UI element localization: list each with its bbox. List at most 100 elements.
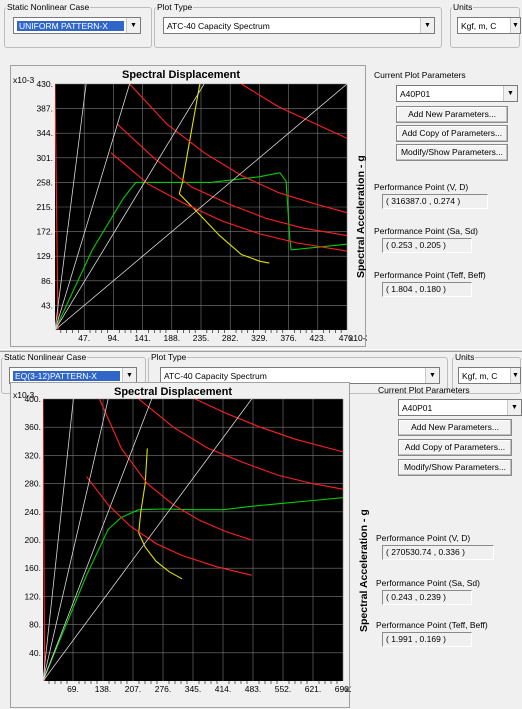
plot-type-group: Plot Type (154, 2, 442, 48)
y-tick-label: 430. (36, 79, 53, 89)
add-new-parameters-button[interactable]: Add New Parameters... (396, 106, 508, 123)
y-tick-label: 86. (41, 276, 53, 286)
units-select[interactable]: Kgf, m, C ▼ (457, 17, 521, 34)
add-copy-parameters-button[interactable]: Add Copy of Parameters... (396, 125, 508, 142)
static-nonlinear-case-value: EQ(3-12)PATTERN-X (13, 370, 120, 381)
plot-type-select[interactable]: ATC-40 Capacity Spectrum ▼ (163, 17, 435, 34)
y-tick-label: 344. (36, 128, 53, 138)
y-tick-label: 258. (36, 177, 53, 187)
x-tick-label: 69. (67, 684, 79, 694)
chevron-down-icon[interactable]: ▼ (122, 368, 136, 383)
plot-type-legend: Plot Type (151, 352, 187, 362)
units-value: Kgf, m, C (461, 20, 497, 31)
static-nonlinear-case-legend: Static Nonlinear Case (4, 352, 87, 362)
x-tick-label: 423. (310, 333, 327, 343)
series-line-2 (55, 84, 59, 330)
series-line-9 (43, 399, 153, 681)
x-tick-label: 376. (280, 333, 297, 343)
x-scale-label: x10-3 (349, 333, 367, 343)
y-tick-label: 215. (36, 202, 53, 212)
series-line-4 (116, 123, 347, 237)
static-nonlinear-case-group: Static Nonlinear Case (4, 2, 152, 48)
x-tick-label: 470. (339, 333, 356, 343)
chart-area: Spectral Displacement 69. 138. 207. 276. 345.… (10, 382, 351, 708)
add-copy-parameters-button[interactable]: Add Copy of Parameters... (398, 439, 512, 456)
x-tick-label: 138. (95, 684, 112, 694)
y-tick-label: 80. (29, 620, 41, 630)
y-scale-label: x10-3 (13, 75, 35, 85)
capacity-spectrum-panel-2: Static Nonlinear Case EQ(3-12)PATTERN-X … (0, 352, 522, 709)
y-tick-label: 200. (24, 535, 41, 545)
x-tick-label: 188. (164, 333, 181, 343)
series-line-6 (241, 84, 347, 139)
static-nonlinear-case-select[interactable]: UNIFORM PATTERN-X ▼ (13, 17, 141, 34)
performance-point-vd-label: Performance Point (V, D) (376, 533, 471, 543)
series-line-7 (43, 399, 74, 681)
performance-point-sasd-label: Performance Point (Sa, Sd) (376, 578, 480, 588)
series-line-0 (55, 172, 347, 330)
x-tick-label: 552. (275, 684, 292, 694)
y-tick-label: 280. (24, 479, 41, 489)
y-tick-label: 43. (41, 300, 53, 310)
series-line-0 (43, 497, 343, 681)
y-scale-label: x10-3 (13, 390, 35, 400)
units-select[interactable]: Kgf, m, C ▼ (458, 367, 521, 384)
chevron-down-icon[interactable]: ▼ (126, 18, 140, 33)
performance-point-vd-value: ( 316387.0 , 0.274 ) (382, 194, 488, 209)
y-axis-title: Spectral Acceleration - g (355, 155, 367, 278)
add-new-parameters-button[interactable]: Add New Parameters... (398, 419, 512, 436)
series-line-4 (138, 399, 343, 490)
performance-point-sasd-value: ( 0.253 , 0.205 ) (382, 238, 472, 253)
series-line-1 (178, 84, 270, 264)
chevron-down-icon[interactable]: ▼ (510, 368, 520, 383)
chevron-down-icon[interactable]: ▼ (503, 86, 517, 101)
plot-type-value: ATC-40 Capacity Spectrum (167, 20, 270, 31)
performance-point-teff-label: Performance Point (Teff, Beff) (376, 620, 488, 630)
plot-type-value: ATC-40 Capacity Spectrum (164, 370, 267, 381)
y-tick-label: 301. (36, 153, 53, 163)
units-value: Kgf, m, C (462, 370, 498, 381)
current-plot-parameters-label: Current Plot Parameters (378, 385, 470, 395)
x-tick-label: 141. (134, 333, 151, 343)
x-tick-label: 276. (155, 684, 172, 694)
units-legend: Units (453, 2, 473, 12)
y-tick-label: 400. (24, 394, 41, 404)
series-line-3 (129, 84, 347, 214)
chevron-down-icon[interactable]: ▼ (507, 400, 521, 415)
series-line-1 (138, 448, 183, 580)
y-tick-label: 40. (29, 648, 41, 658)
series-line-7 (55, 84, 87, 330)
chevron-down-icon[interactable]: ▼ (420, 18, 434, 33)
chevron-down-icon[interactable]: ▼ (510, 18, 520, 33)
static-nonlinear-case-select[interactable]: EQ(3-12)PATTERN-X ▼ (9, 367, 137, 384)
plot-parameters-select[interactable]: A40P01 ▼ (398, 399, 522, 416)
performance-point-vd-label: Performance Point (V, D) (374, 182, 469, 192)
chart-title: Spectral Displacement (114, 386, 232, 398)
series-line-8 (55, 84, 130, 330)
static-nonlinear-case-legend: Static Nonlinear Case (7, 2, 90, 12)
y-tick-label: 387. (36, 104, 53, 114)
y-tick-label: 320. (24, 450, 41, 460)
series-line-9 (55, 84, 205, 330)
performance-point-sasd-value: ( 0.243 , 0.239 ) (382, 590, 472, 605)
y-tick-label: 160. (24, 563, 41, 573)
performance-point-vd-value: ( 270530.74 , 0.336 ) (382, 545, 494, 560)
chart-title: Spectral Displacement (122, 69, 240, 81)
plot-type-legend: Plot Type (157, 2, 193, 12)
capacity-spectrum-panel-1: Static Nonlinear Case UNIFORM PATTERN-X … (0, 0, 522, 350)
x-tick-label: 345. (185, 684, 202, 694)
y-tick-label: 240. (24, 507, 41, 517)
x-tick-label: 483. (245, 684, 262, 694)
x-tick-label: 690. (335, 684, 351, 694)
static-nonlinear-case-value: UNIFORM PATTERN-X (17, 20, 124, 31)
performance-point-teff-value: ( 1.804 , 0.180 ) (382, 282, 472, 297)
capacity-spectrum-chart: Spectral Displacement 69. 138. 207. 276. 345.… (13, 386, 351, 694)
modify-show-parameters-button[interactable]: Modify/Show Parameters... (396, 144, 508, 161)
modify-show-parameters-button[interactable]: Modify/Show Parameters... (398, 459, 512, 476)
chevron-down-icon[interactable]: ▼ (425, 368, 439, 383)
performance-point-sasd-label: Performance Point (Sa, Sd) (374, 226, 478, 236)
x-tick-label: 235. (193, 333, 210, 343)
series-line-8 (43, 399, 109, 681)
capacity-spectrum-chart: Spectral Displacement 47. 94. 141. 188. 235. 2… (13, 69, 367, 343)
plot-parameters-select[interactable]: A40P01 ▼ (396, 85, 518, 102)
